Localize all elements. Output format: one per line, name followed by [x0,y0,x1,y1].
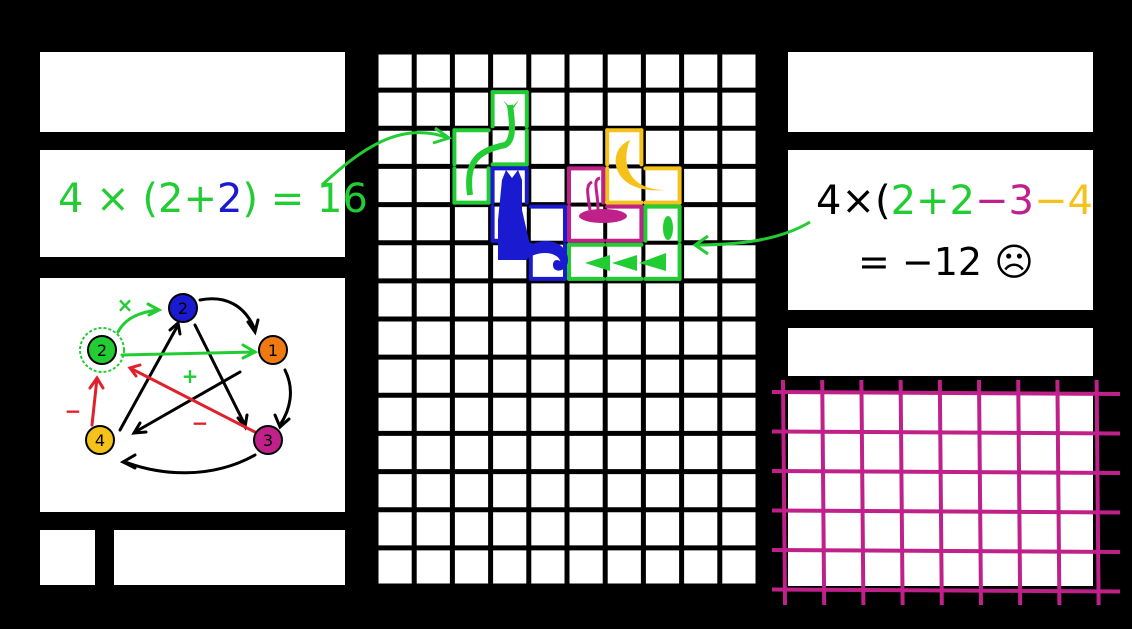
moon-icon [615,140,665,191]
node-label: 4 [95,431,105,450]
graph-edge [128,366,257,434]
snail-icon [586,176,601,211]
tetromino-piece [567,166,644,243]
left-equation-panel: 4 × (2+2) = 16 [40,150,368,257]
magenta-grid-line [859,379,866,606]
node-circle [87,335,117,365]
left-top-panel [40,52,345,132]
magenta-grid-line [771,508,1121,515]
graph-node: 2 [168,293,198,323]
equation-part: 2+2 [890,178,975,224]
arrowhead [432,126,453,145]
left-equation: 4 × (2+2) = 16 [58,176,368,222]
magenta-grid-line [1055,379,1062,606]
connector-arrow [320,131,449,187]
node-circle [258,335,288,365]
graph-edge [198,297,257,332]
graph-node: 1 [258,335,288,365]
graph-node: 4 [85,425,115,455]
equation-part: ) = 16 [242,176,368,222]
graph-edge [90,376,99,427]
graph-edge [241,343,259,360]
graph-node: 3 [253,425,283,455]
graph-edge [127,363,142,378]
edge-label: × [117,293,134,317]
magenta-grid-line [820,379,827,606]
magenta-grid-line [977,379,983,606]
connector-arrow [694,220,811,247]
magenta-grid-line [771,548,1121,554]
magenta-grid-line [771,390,1121,396]
graph-edge [133,370,242,434]
arrows-icon [585,253,666,271]
edge-label: + [182,364,199,388]
node-label: 2 [97,341,107,360]
graph-edge [273,413,291,430]
node-label: 1 [268,341,278,360]
sprout-icon [503,100,519,112]
right-equation-line1: 4×(2+2−3−4) [816,178,1109,224]
piece-cell [454,130,489,165]
cat-icon [498,170,568,271]
right-equation-line2: = −12 ☹ [858,240,1034,284]
equation-part: 2 [216,176,243,222]
magenta-grid-line [898,379,905,606]
equation-part: 4 × (2+ [58,176,217,222]
graph-edge [278,368,292,427]
graph-edge [88,375,105,390]
graph-edge [123,453,257,475]
equation-part: −3 [975,178,1034,224]
equation-part: 4×( [816,178,891,224]
sprout-icon [466,104,515,196]
left-small-panel [40,530,95,585]
node-label: 2 [178,299,188,318]
edge-label: − [192,411,209,435]
left-bottom-panel [114,530,345,585]
graph-edge [246,318,260,336]
arrows-icon [663,216,673,240]
node-circle [168,293,198,323]
node-circle [253,425,283,455]
magenta-grid-line [1094,379,1101,606]
graph-node: 2 [87,335,117,365]
node-label: 3 [263,431,273,450]
tetromino-piece [605,128,682,205]
magenta-grid-line [771,587,1121,594]
graph-edge [116,308,160,334]
right-equation-panel: 4×(2+2−3−4) = −12 ☹ [788,150,1109,310]
right-top-panel [788,52,1093,132]
piece-cell [645,206,680,241]
piece-cell [645,168,680,203]
graph-edge [120,350,257,357]
equation-part: ) [1092,178,1109,224]
edge-label: − [65,399,82,423]
magenta-grid-line [937,379,944,606]
magenta-grid-line [771,469,1121,475]
arrowhead [692,234,709,256]
magenta-grid-line [781,379,787,606]
graph-edge [168,320,182,336]
graph-edge [119,453,137,470]
node-circle [85,425,115,455]
equation-part: −4 [1033,178,1093,224]
highlight-ring [79,327,125,373]
snail-icon [579,209,627,223]
right-mid-panel [788,328,1093,376]
graph-edge [193,323,247,427]
graph-edge [131,421,148,435]
graph-edge [146,302,163,317]
piece-cell [530,206,565,241]
magenta-grid-line [1016,379,1023,606]
magenta-grid-line [771,429,1121,436]
